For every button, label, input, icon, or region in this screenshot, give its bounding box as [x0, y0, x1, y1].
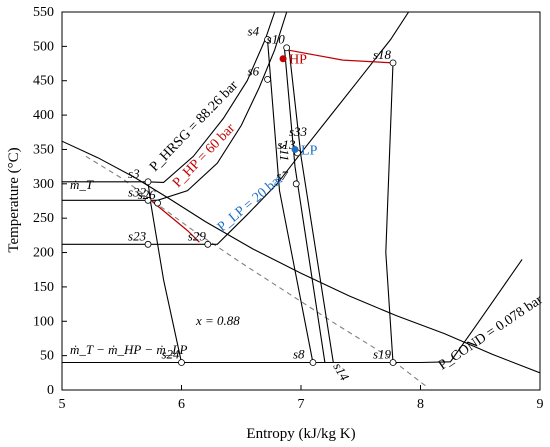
state-point: [389, 359, 397, 366]
plot-frame: [61, 11, 541, 391]
series-isobar-hrsg: [62, 12, 276, 183]
marker-hp: [279, 55, 287, 63]
x-tick-label: 8: [417, 397, 424, 412]
x-axis-title: Entropy (kJ/kg K): [246, 426, 355, 442]
state-label-s33: s33: [289, 124, 308, 139]
state-point-label: s18: [373, 47, 392, 62]
y-tick-label: 250: [33, 211, 54, 226]
state-point-label: s10: [267, 32, 286, 47]
state-point: [204, 240, 212, 248]
mass-flow-total-label: ṁ_T: [70, 177, 94, 192]
state-point-label: s23: [128, 228, 147, 243]
state-point-label: s19: [373, 347, 392, 362]
state-point-label: s13: [277, 137, 296, 152]
y-tick-label: 300: [33, 177, 54, 192]
x-tick-label: 5: [59, 397, 66, 412]
marker-lp: [291, 145, 299, 153]
y-tick-label: 0: [47, 383, 54, 398]
y-tick-label: 350: [33, 143, 54, 158]
marker-label: HP: [289, 53, 307, 68]
y-tick-label: 450: [33, 74, 54, 89]
y-tick-label: 500: [33, 39, 54, 54]
marker-label: LP: [301, 143, 318, 158]
y-axis-title: Temperature (°C): [6, 147, 22, 252]
state-point: [144, 196, 152, 204]
state-point: [264, 75, 271, 83]
series-saturation-dome: [62, 140, 540, 374]
series-hp-expansion: [266, 39, 314, 363]
x-tick-label: 6: [178, 397, 185, 412]
y-tick-label: 550: [33, 5, 54, 20]
state-point-label: s4: [248, 23, 260, 38]
state-point: [144, 178, 152, 186]
series-pump-line: [147, 181, 183, 363]
y-tick-label: 400: [33, 108, 54, 123]
series-hp-leg-2: [283, 46, 326, 363]
series-isobar-cond: [62, 259, 523, 364]
x-tick-label: 9: [537, 397, 544, 412]
state-point: [144, 240, 152, 248]
state-point-label: s6: [248, 63, 260, 78]
state-point-label: s3: [128, 166, 140, 181]
x-tick-label: 7: [298, 397, 305, 412]
state-point: [283, 44, 291, 52]
y-tick-label: 100: [33, 314, 54, 329]
state-point-label: s29: [188, 228, 207, 243]
state-point: [389, 59, 397, 67]
state-point-label: s32: [128, 184, 147, 199]
state-point-label: s24: [162, 347, 181, 362]
red-process-line: [286, 49, 394, 64]
y-tick-label: 150: [33, 280, 54, 295]
red-process-line: [151, 200, 200, 243]
state-point: [178, 359, 185, 366]
y-tick-label: 50: [40, 349, 54, 364]
series-lp-expansion: [385, 62, 394, 363]
state-point: [154, 199, 162, 207]
state-point: [292, 180, 300, 188]
mass-flow-remainder-label: ṁ_T − ṁ_HP − ṁ_LP: [70, 342, 188, 357]
quality-label: x = 0.88: [195, 313, 240, 328]
state-point: [309, 359, 317, 366]
series-hp-leg-3: [288, 49, 334, 363]
y-tick-label: 200: [33, 246, 54, 261]
state-point-label: s7: [276, 168, 288, 183]
state-label-s11: s11: [277, 144, 292, 161]
state-point-label: s26: [138, 187, 157, 202]
series-quality-line: [85, 155, 427, 388]
state-point: [264, 36, 271, 43]
state-point-label: s8: [293, 347, 305, 362]
